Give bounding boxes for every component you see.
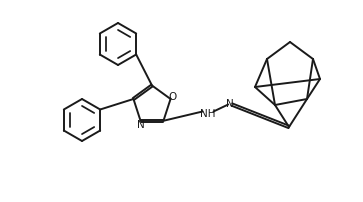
Text: N: N xyxy=(136,120,144,129)
Text: O: O xyxy=(168,93,176,102)
Text: NH: NH xyxy=(200,109,216,119)
Text: N: N xyxy=(226,99,234,109)
